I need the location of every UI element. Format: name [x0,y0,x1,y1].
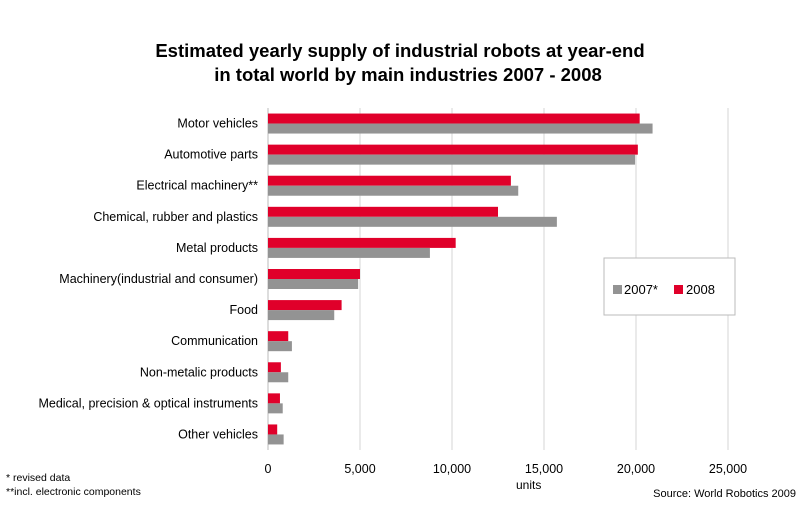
bar-2007 [268,279,359,289]
bar-2007 [268,216,557,227]
bar-2008 [268,393,280,404]
bar-2008 [268,206,498,217]
category-label: Medical, precision & optical instruments [38,396,258,410]
category-label: Communication [171,334,258,348]
legend-label-2008: 2008 [686,282,715,297]
x-tick-label: 15,000 [525,462,563,476]
footnote-electronic: **incl. electronic components [6,486,141,498]
category-label: Non-metalic products [140,365,258,379]
legend: 2007* 2008 [603,257,736,316]
category-label: Automotive parts [164,148,258,162]
footnote-revised: * revised data [6,472,70,484]
bar-2008 [268,269,360,279]
x-tick-label: 25,000 [709,462,747,476]
category-label: Electrical machinery** [136,179,258,193]
legend-label-2007: 2007* [624,282,658,297]
x-tick-label: 20,000 [617,462,655,476]
category-label: Food [230,303,259,317]
bar-2008 [268,300,342,311]
bar-2007 [268,247,430,258]
bar-2008 [268,362,281,373]
x-tick-label: 5,000 [344,462,375,476]
bar-2007 [268,123,653,134]
chart-title: Estimated yearly supply of industrial ro… [155,40,644,61]
bar-2007 [268,403,283,414]
bar-2008 [268,331,289,342]
bar-2007 [268,341,292,352]
bar-2008 [268,424,278,435]
bar-2007 [268,310,335,321]
bar-2007 [268,154,636,165]
bar-2008 [268,237,456,248]
x-tick-label: 0 [265,462,272,476]
category-label: Metal products [176,241,258,255]
category-label: Motor vehicles [177,117,258,131]
x-axis-label: units [516,478,541,492]
bar-2008 [268,175,511,186]
bar-2008 [268,113,640,124]
chart-subtitle: in total world by main industries 2007 -… [214,64,602,85]
source-note: Source: World Robotics 2009 [653,488,796,500]
category-label: Chemical, rubber and plastics [93,210,258,224]
category-label: Machinery(industrial and consumer) [59,272,258,286]
legend-swatch-2007 [613,285,622,294]
bar-2007 [268,434,284,445]
x-tick-label: 10,000 [433,462,471,476]
category-label: Other vehicles [178,427,258,441]
bar-2007 [268,185,519,196]
bar-2007 [268,372,289,383]
bar-2008 [268,144,638,155]
legend-swatch-2008 [674,285,683,294]
